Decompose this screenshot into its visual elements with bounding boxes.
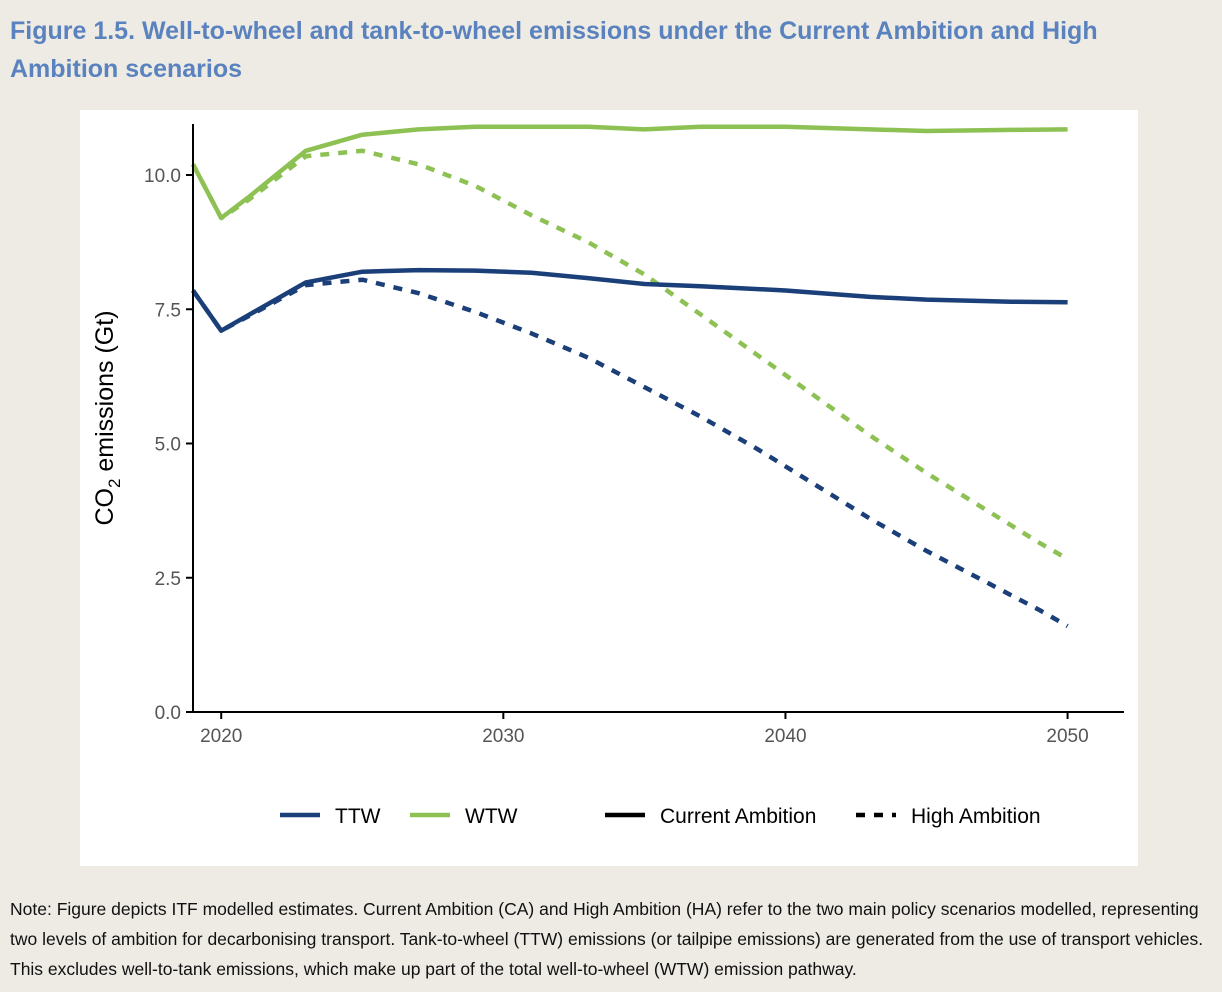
y-tick-label: 2.5 [155, 569, 181, 590]
y-axis-label: CO2 emissions (Gt) [91, 310, 124, 525]
figure-title: Figure 1.5. Well-to-wheel and tank-to-wh… [10, 17, 1098, 83]
y-axis-ticks: 0.0 2.5 5.0 7.5 10.0 [144, 166, 193, 724]
chart-panel: 0.0 2.5 5.0 7.5 10.0 2020 2030 2040 2050 CO2 em… [80, 110, 1138, 866]
y-tick-label: 10.0 [144, 166, 181, 187]
y-tick-label: 7.5 [155, 300, 181, 321]
x-tick-label: 2050 [1046, 726, 1088, 747]
y-axis-label-subscript: 2 [105, 479, 124, 488]
series-line-ttw-current-ambition [191, 267, 1068, 333]
series-layer [191, 124, 1069, 629]
x-tick-label: 2040 [764, 726, 806, 747]
x-tick-label: 2020 [200, 726, 242, 747]
y-tick-label: 0.0 [155, 703, 181, 724]
legend-label-current-ambition: Current Ambition [660, 805, 816, 828]
series-line-ttw-high-ambition [191, 277, 1069, 629]
y-axis-label-main: CO [91, 488, 119, 526]
chart: 0.0 2.5 5.0 7.5 10.0 2020 2030 2040 2050 CO2 em… [91, 124, 1124, 828]
y-tick-label: 5.0 [155, 435, 181, 456]
figure-note: Note: Figure depicts ITF modelled estima… [10, 899, 1204, 979]
legend-label-ttw: TTW [335, 805, 381, 828]
x-tick-label: 2030 [482, 726, 524, 747]
series-line-wtw-current-ambition [191, 124, 1068, 221]
y-axis-label-rest: emissions (Gt) [91, 310, 119, 478]
legend-label-wtw: WTW [465, 805, 518, 828]
legend-label-high-ambition: High Ambition [911, 805, 1041, 828]
x-axis-ticks: 2020 2030 2040 2050 [200, 712, 1089, 747]
series-line-wtw-high-ambition [191, 148, 1069, 561]
legend: TTW WTW Current Ambition High Ambition [280, 805, 1041, 828]
